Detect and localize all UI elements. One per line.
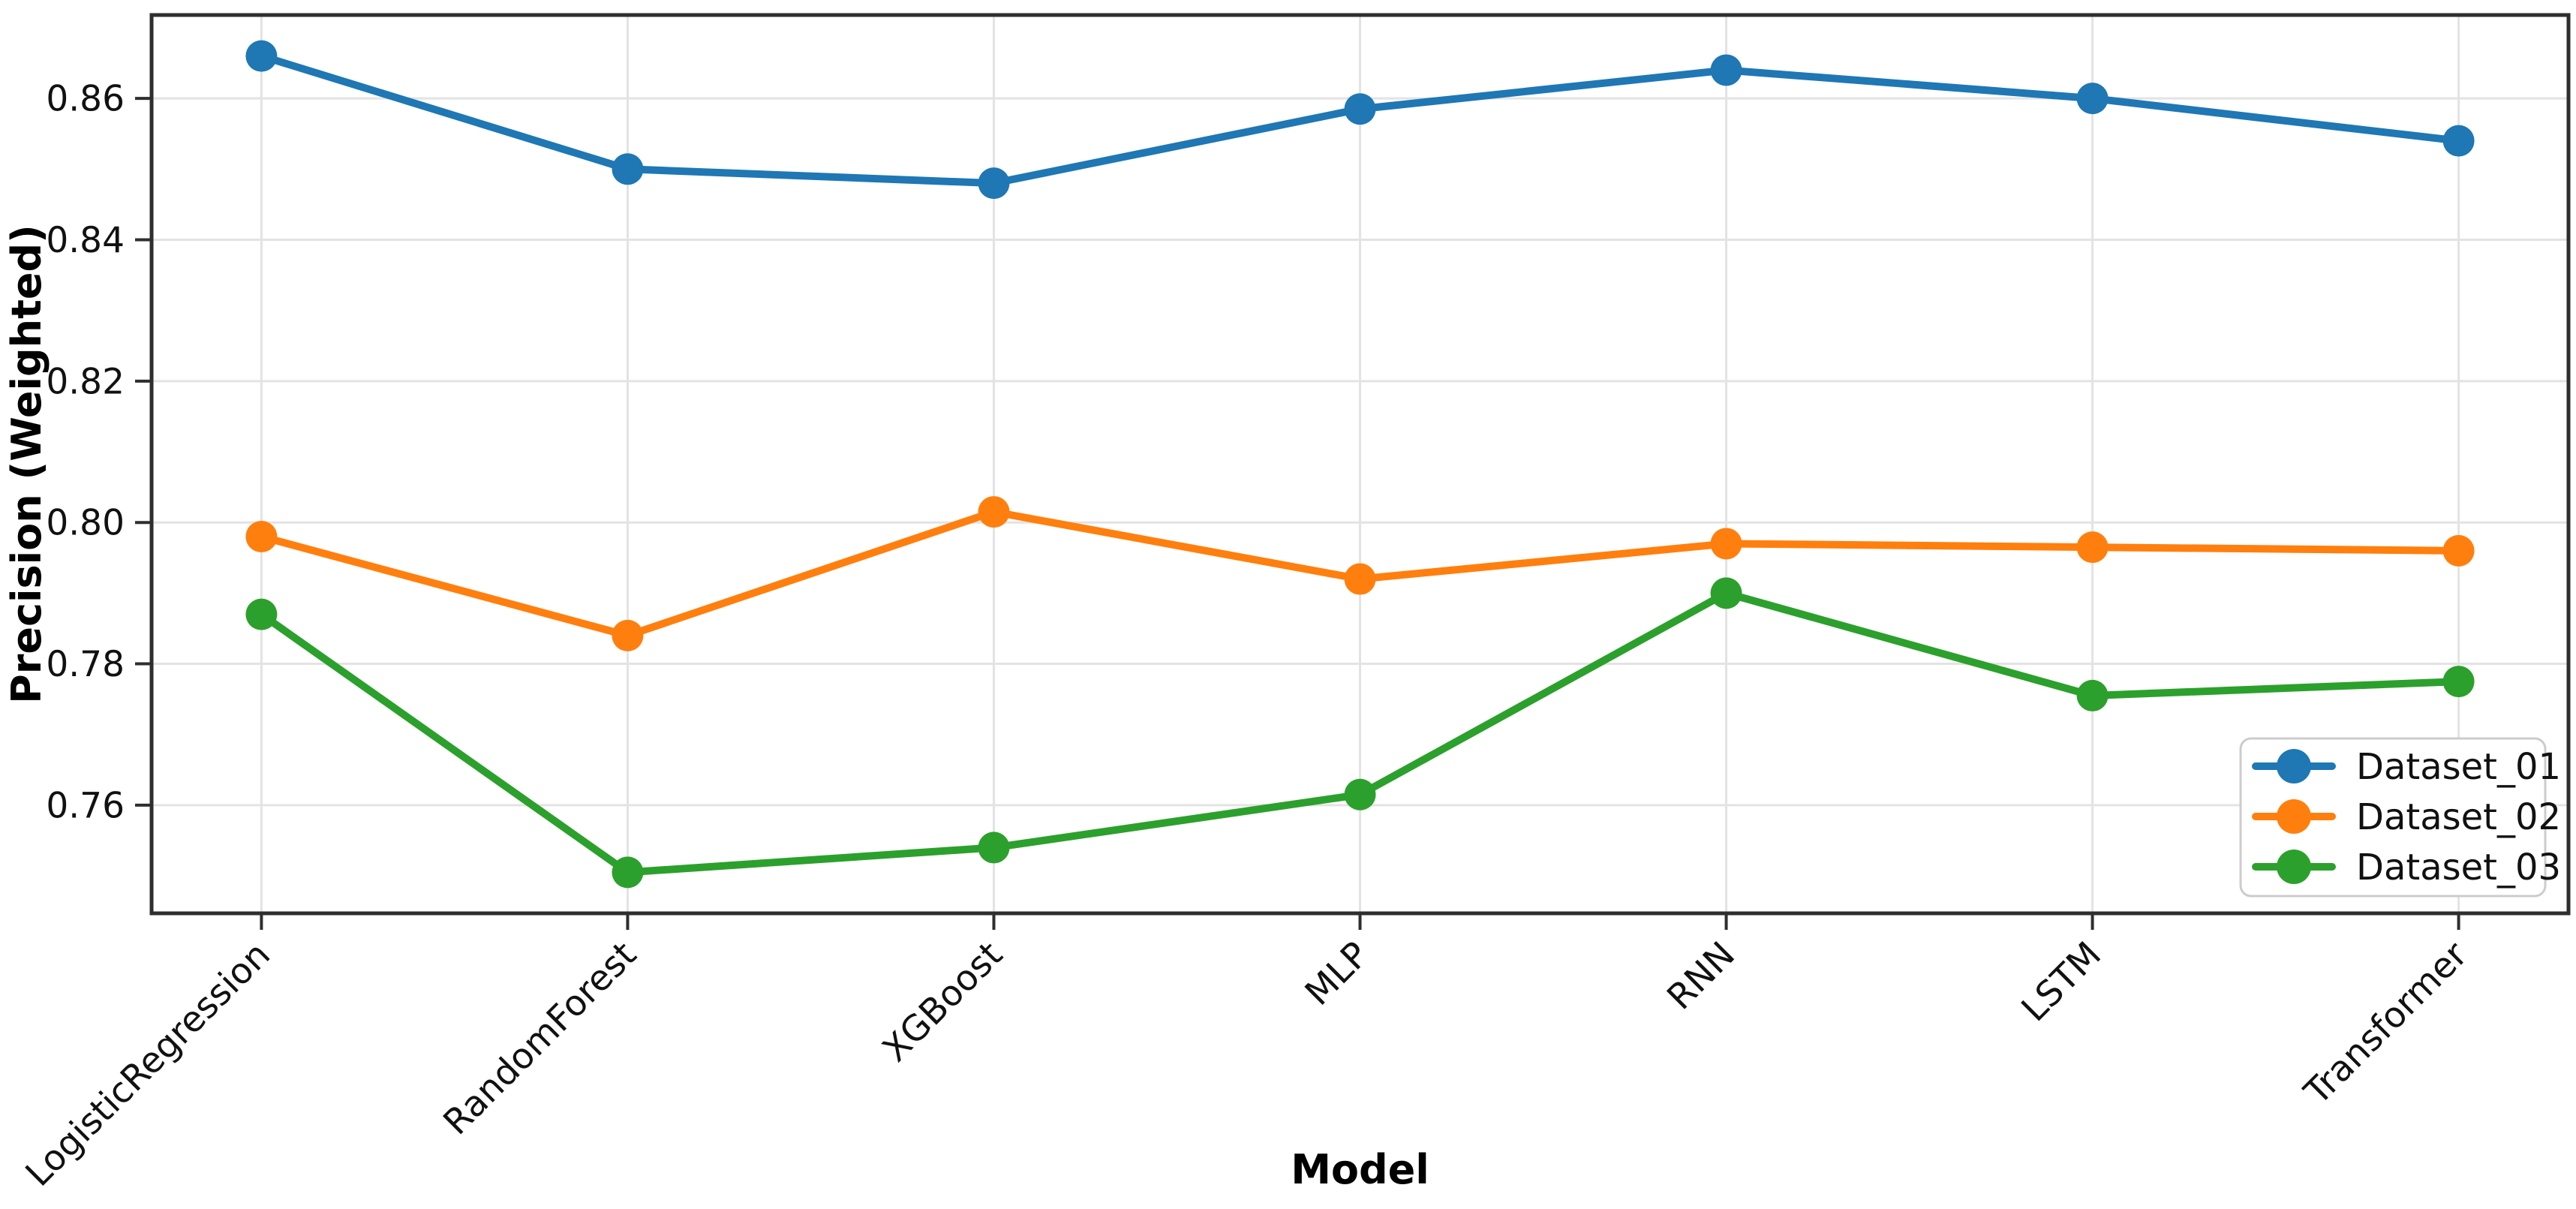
data-point-Dataset_02-RandomForest: [612, 619, 644, 651]
legend-marker: [2277, 799, 2311, 834]
legend-label-Dataset_02: Dataset_02: [2356, 796, 2561, 838]
y-tick-label: 0.82: [46, 361, 125, 402]
data-point-Dataset_01-Transformer: [2442, 125, 2475, 157]
y-tick-label: 0.80: [46, 503, 125, 544]
data-point-Dataset_01-RandomForest: [612, 153, 644, 185]
y-tick-label: 0.76: [46, 785, 125, 826]
data-point-Dataset_03-LSTM: [2076, 679, 2109, 711]
legend: Dataset_01 Dataset_02 Dataset_03: [2239, 737, 2561, 898]
data-point-Dataset_02-MLP: [1344, 563, 1376, 595]
data-point-Dataset_02-XGBoost: [978, 496, 1010, 528]
legend-marker: [2277, 749, 2311, 783]
data-point-Dataset_03-Transformer: [2442, 666, 2475, 698]
data-point-Dataset_02-LogisticRegression: [245, 521, 278, 553]
data-point-Dataset_01-LSTM: [2076, 83, 2109, 115]
y-axis-title: Precision (Weighted): [3, 224, 50, 704]
data-point-Dataset_03-MLP: [1344, 778, 1376, 811]
data-point-Dataset_01-RNN: [1710, 54, 1742, 86]
data-point-Dataset_02-RNN: [1710, 528, 1742, 560]
data-point-Dataset_01-LogisticRegression: [245, 40, 278, 72]
data-point-Dataset_01-MLP: [1344, 93, 1376, 125]
legend-label-Dataset_03: Dataset_03: [2356, 847, 2561, 889]
data-point-Dataset_03-LogisticRegression: [245, 598, 278, 630]
data-point-Dataset_02-LSTM: [2076, 531, 2109, 564]
x-axis-title: Model: [1291, 1146, 1429, 1193]
y-tick-label: 0.86: [46, 79, 125, 120]
data-point-Dataset_03-RandomForest: [612, 856, 644, 889]
data-point-Dataset_02-Transformer: [2442, 534, 2475, 567]
y-tick-label: 0.84: [46, 220, 125, 261]
data-point-Dataset_03-XGBoost: [978, 832, 1010, 864]
legend-label-Dataset_01: Dataset_01: [2356, 746, 2561, 788]
legend-marker: [2277, 850, 2311, 884]
data-point-Dataset_03-RNN: [1710, 577, 1742, 609]
data-point-Dataset_01-XGBoost: [978, 167, 1010, 200]
legend-box: [2239, 737, 2547, 898]
y-tick-label: 0.78: [46, 644, 125, 685]
